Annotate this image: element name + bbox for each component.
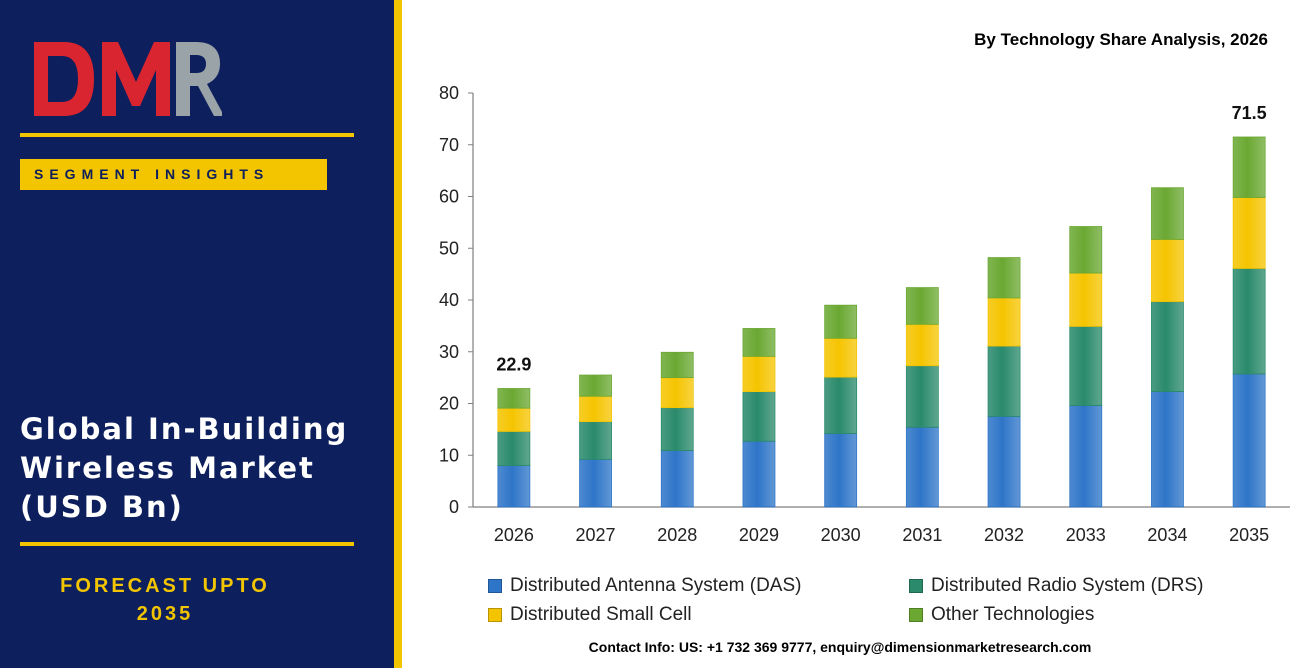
bar-segment [497,388,531,409]
bar-segment [824,376,858,434]
y-tick-label: 0 [449,497,459,517]
left-panel: SEGMENT INSIGHTS Global In-Building Wire… [0,0,394,668]
y-tick-label: 80 [439,83,459,103]
y-tick-label: 20 [439,394,459,414]
bar-segment [987,345,1021,417]
data-label: 71.5 [1232,103,1267,123]
legend-swatch [488,579,502,593]
bar-segment [824,337,858,378]
bar-segment [497,431,531,467]
legend-swatch [909,608,923,622]
x-tick-label: 2033 [1066,525,1106,545]
bar-segment [905,323,939,367]
legend-label: Distributed Small Cell [510,604,692,625]
y-tick-label: 40 [439,290,459,310]
bar-segment [660,407,694,451]
market-title: Global In-Building Wireless Market (USD … [20,410,380,527]
x-tick-label: 2034 [1147,525,1187,545]
market-title-line-3: (USD Bn) [20,490,184,524]
bar-segment [824,433,858,508]
bar-segment [1069,272,1103,327]
bar-segment [497,465,531,508]
bar-segment [987,297,1021,347]
bar-segment [905,426,939,508]
market-title-line-1: Global In-Building [20,412,349,446]
bar-segment [1069,405,1103,508]
x-tick-label: 2029 [739,525,779,545]
bar-segment [1151,301,1184,392]
market-title-line-2: Wireless Market [20,451,315,485]
bar-segment [742,328,776,357]
legend-swatch [909,579,923,593]
bar-segment [905,287,939,325]
bar-segment [742,391,776,442]
contact-info: Contact Info: US: +1 732 369 9777, enqui… [588,639,1092,655]
legend-label: Other Technologies [931,604,1095,625]
bar-segment [1069,325,1103,406]
x-tick-label: 2030 [821,525,861,545]
y-tick-label: 70 [439,135,459,155]
bar-segment [579,395,612,423]
dmr-logo [34,42,222,116]
legend-swatch [488,608,502,622]
bar-segment [987,416,1021,508]
x-tick-label: 2027 [576,525,616,545]
x-tick-label: 2035 [1229,525,1269,545]
bar-segment [660,351,694,379]
data-label: 22.9 [496,354,531,374]
y-tick-label: 50 [439,238,459,258]
forecast-line-2: 2035 [136,603,194,625]
forecast-label: FORECAST UPTO 2035 [20,572,310,628]
forecast-line-1: FORECAST UPTO [60,575,270,597]
bar-segment [1151,187,1184,240]
x-tick-label: 2031 [902,525,942,545]
bar-segment [497,407,531,432]
x-tick-label: 2028 [657,525,697,545]
bar-segment [1151,391,1184,508]
legend-label: Distributed Radio System (DRS) [931,575,1204,596]
bar-segment [1232,268,1266,375]
legend-item: Distributed Antenna System (DAS) [488,575,801,597]
bar-segment [987,257,1021,299]
accent-line-bottom [20,542,354,546]
divider-stripe [394,0,402,668]
bar-segment [660,450,694,508]
bar-segment [742,356,776,392]
bar-segment [579,458,612,508]
y-tick-label: 60 [439,187,459,207]
chart-title: By Technology Share Analysis, 2026 [974,30,1268,49]
legend-item: Distributed Small Cell [488,604,692,626]
bar-segment [1232,197,1266,269]
legend-label: Distributed Antenna System (DAS) [510,575,802,596]
accent-line-top [20,133,354,137]
legend-item: Other Technologies [909,604,1094,626]
y-tick-label: 30 [439,342,459,362]
bar-segment [1232,373,1266,508]
x-tick-label: 2026 [494,525,534,545]
chart-legend: Distributed Antenna System (DAS) Distribu… [488,575,1288,633]
bar-segment [579,374,612,397]
bar-segment [824,304,858,339]
bar-segment [1232,136,1266,198]
bar-segment [742,440,776,508]
bar-segment [579,421,612,460]
y-tick-label: 10 [439,445,459,465]
x-tick-label: 2032 [984,525,1024,545]
segment-insights-badge: SEGMENT INSIGHTS [20,159,327,190]
bar-segment [660,377,694,409]
bar-segment [1069,226,1103,274]
bar-segment [905,365,939,428]
legend-item: Distributed Radio System (DRS) [909,575,1203,597]
bar-segment [1151,239,1184,302]
